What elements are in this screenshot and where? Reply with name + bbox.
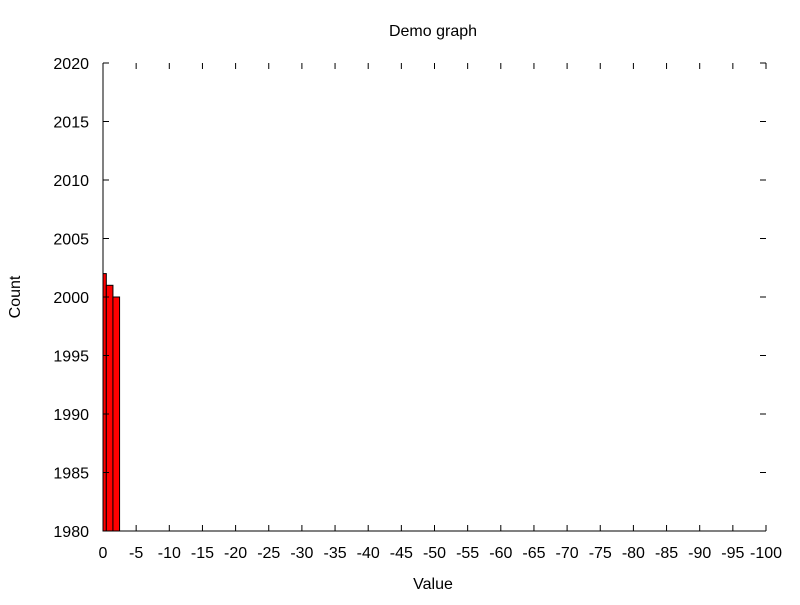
x-tick-label-6: -30 — [290, 545, 313, 562]
y-tick-label-6: 2010 — [53, 173, 89, 190]
y-tick-label-4: 2000 — [53, 290, 89, 307]
x-tick-label-10: -50 — [423, 545, 446, 562]
x-tick-label-12: -60 — [489, 545, 512, 562]
ticks-layer — [102, 62, 767, 532]
y-tick-label-8: 2020 — [53, 56, 89, 73]
bars-layer — [102, 273, 121, 532]
x-tick-label-19: -95 — [721, 545, 744, 562]
x-tick-label-0: 0 — [99, 545, 108, 562]
y-tick-label-3: 1995 — [53, 349, 89, 366]
x-tick-label-11: -55 — [456, 545, 479, 562]
x-tick-label-2: -10 — [158, 545, 181, 562]
y-tick-label-5: 2005 — [53, 232, 89, 249]
x-tick-label-3: -15 — [191, 545, 214, 562]
y-axis-label: Count — [7, 275, 24, 318]
x-tick-label-9: -45 — [390, 545, 413, 562]
y-tick-label-7: 2015 — [53, 115, 89, 132]
x-tick-label-20: -100 — [750, 545, 782, 562]
x-tick-label-4: -20 — [224, 545, 247, 562]
chart-title: Demo graph — [389, 23, 477, 40]
x-tick-label-17: -85 — [655, 545, 678, 562]
x-tick-label-7: -35 — [323, 545, 346, 562]
x-tick-label-8: -40 — [357, 545, 380, 562]
bar-1 — [105, 284, 114, 532]
y-tick-label-2: 1990 — [53, 407, 89, 424]
y-tick-label-1: 1985 — [53, 466, 89, 483]
x-tick-label-13: -65 — [522, 545, 545, 562]
x-tick-label-16: -80 — [622, 545, 645, 562]
tick-labels-layer: 0 -5 -10 -15 -20 -25 -30 -35 -40 -45 -50 -55 -60 -65-… — [53, 56, 782, 562]
x-tick-label-1: -5 — [129, 545, 143, 562]
x-tick-label-14: -70 — [556, 545, 579, 562]
x-tick-label-15: -75 — [589, 545, 612, 562]
x-tick-label-18: -90 — [688, 545, 711, 562]
x-axis-label: Value — [413, 576, 453, 593]
bar-2 — [112, 296, 121, 532]
x-tick-label-5: -25 — [257, 545, 280, 562]
y-tick-label-0: 1980 — [53, 524, 89, 541]
